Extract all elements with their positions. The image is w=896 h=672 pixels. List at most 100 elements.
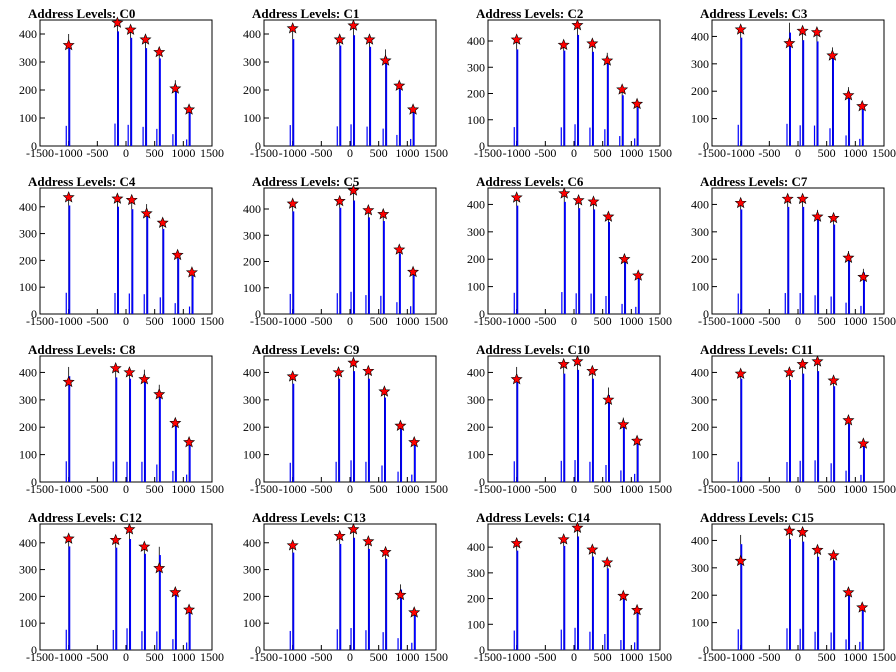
peak-bar [369, 46, 372, 146]
peak-marker [286, 370, 299, 382]
peak-marker [123, 523, 136, 535]
peak-marker [362, 203, 375, 216]
y-tick-label: 400 [243, 365, 261, 379]
peak-marker [362, 364, 375, 377]
peak-marker [602, 210, 615, 222]
peak-bar [740, 209, 743, 314]
peak-marker [796, 525, 809, 538]
chart-panel-3: Address Levels: C3 0 100 200 300 400 -1500 -100… [672, 0, 896, 168]
peak-bar [162, 228, 165, 314]
peak-side-bar [112, 629, 114, 650]
peak-marker [138, 372, 151, 385]
peak-side-bar [159, 297, 161, 314]
x-tick-label: 1000 [395, 146, 419, 160]
y-tick-label: 300 [467, 566, 485, 580]
y-tick-label: 300 [691, 561, 709, 575]
chart-title: Address Levels: C3 [700, 6, 808, 21]
x-tick-label: -1500 [26, 482, 54, 496]
peak-bar [146, 212, 149, 314]
peak-side-bar [737, 461, 739, 482]
peak-side-bar [335, 461, 337, 482]
peak-side-bar [829, 128, 831, 146]
peak-marker [842, 414, 855, 426]
peak-side-bar [336, 629, 338, 650]
peak-side-bar [621, 303, 623, 314]
peak-bar [292, 552, 295, 650]
peak-marker [169, 416, 182, 429]
chart-svg: Address Levels: C15 0 100 200 300 400 -1500 -10… [691, 510, 896, 664]
y-tick-label: 100 [691, 280, 709, 294]
x-tick-label: 1000 [171, 146, 195, 160]
peak-marker [378, 385, 391, 397]
peak-marker [111, 192, 124, 204]
x-tick-label: 1500 [872, 650, 896, 664]
y-tick-label: 300 [243, 563, 261, 577]
chart-title: Address Levels: C14 [476, 510, 590, 525]
peak-side-bar [65, 461, 67, 482]
peak-side-bar [411, 642, 413, 650]
x-tick-label: 1500 [200, 146, 224, 160]
peak-marker [617, 418, 630, 430]
y-tick-label: 0 [31, 643, 37, 657]
y-tick-label: 200 [691, 588, 709, 602]
x-tick-label: -1500 [250, 650, 278, 664]
peak-marker [811, 543, 824, 556]
x-tick-label: 1000 [843, 482, 867, 496]
chart-panel-9: Address Levels: C9 0 100 200 300 400 -1500 -100… [224, 336, 448, 504]
peak-side-bar [799, 460, 801, 482]
peak-marker [558, 187, 571, 199]
peak-bar [740, 37, 743, 146]
peak-side-bar [813, 125, 816, 146]
x-tick-label: 0 [571, 482, 577, 496]
chart-svg: Address Levels: C10 0 100 200 300 400 -1500 -10… [467, 342, 672, 496]
peak-side-bar [814, 295, 816, 314]
x-tick-label: -1000 [727, 314, 755, 328]
peak-marker [153, 561, 166, 574]
peak-marker [842, 89, 855, 101]
peak-side-bar [513, 292, 515, 314]
x-tick-label: 1500 [424, 482, 448, 496]
peak-bar [188, 444, 191, 482]
x-tick-label: 0 [123, 650, 129, 664]
x-tick-label: 1500 [872, 482, 896, 496]
peak-marker [601, 54, 614, 66]
peak-marker [138, 540, 151, 552]
peak-bar [175, 85, 177, 146]
chart-svg: Address Levels: C13 0 100 200 300 400 -1500 -10… [243, 510, 448, 664]
y-tick-label: 300 [467, 60, 485, 74]
x-tick-label: -1000 [55, 650, 83, 664]
peak-side-bar [143, 294, 145, 314]
peak-bar [816, 41, 819, 146]
peak-side-bar [397, 471, 399, 482]
x-tick-label: 1000 [619, 482, 643, 496]
x-tick-label: -500 [310, 650, 332, 664]
peak-bar [592, 556, 594, 650]
peak-side-bar [128, 293, 130, 314]
peak-marker [842, 586, 855, 598]
y-tick-label: 400 [467, 197, 485, 211]
x-tick-label: 1000 [619, 146, 643, 160]
peak-side-bar [635, 306, 637, 314]
x-tick-label: -1500 [474, 146, 502, 160]
x-tick-label: -1000 [55, 146, 83, 160]
peak-bar [608, 222, 610, 314]
peak-bar [863, 445, 865, 482]
y-tick-label: 300 [243, 393, 261, 407]
x-tick-label: 500 [818, 650, 836, 664]
x-tick-label: -500 [534, 482, 556, 496]
chart-title: Address Levels: C13 [252, 510, 366, 525]
peak-marker [183, 603, 196, 615]
peak-marker [571, 18, 584, 31]
chart-panel-13: Address Levels: C13 0 100 200 300 400 -1500 -10… [224, 504, 448, 672]
chart-panel-15: Address Levels: C15 0 100 200 300 400 -1500 -10… [672, 504, 896, 672]
peak-marker [857, 437, 870, 449]
peak-bar [68, 205, 71, 314]
peak-bar [399, 253, 401, 314]
y-tick-label: 0 [255, 643, 261, 657]
x-tick-label: -1500 [698, 314, 726, 328]
chart-panel-8: Address Levels: C8 0 100 200 300 400 -1500 -100… [0, 336, 224, 504]
peak-side-bar [112, 461, 114, 482]
y-tick-label: 100 [691, 616, 709, 630]
chart-title: Address Levels: C6 [476, 174, 584, 189]
peak-marker [842, 251, 855, 263]
